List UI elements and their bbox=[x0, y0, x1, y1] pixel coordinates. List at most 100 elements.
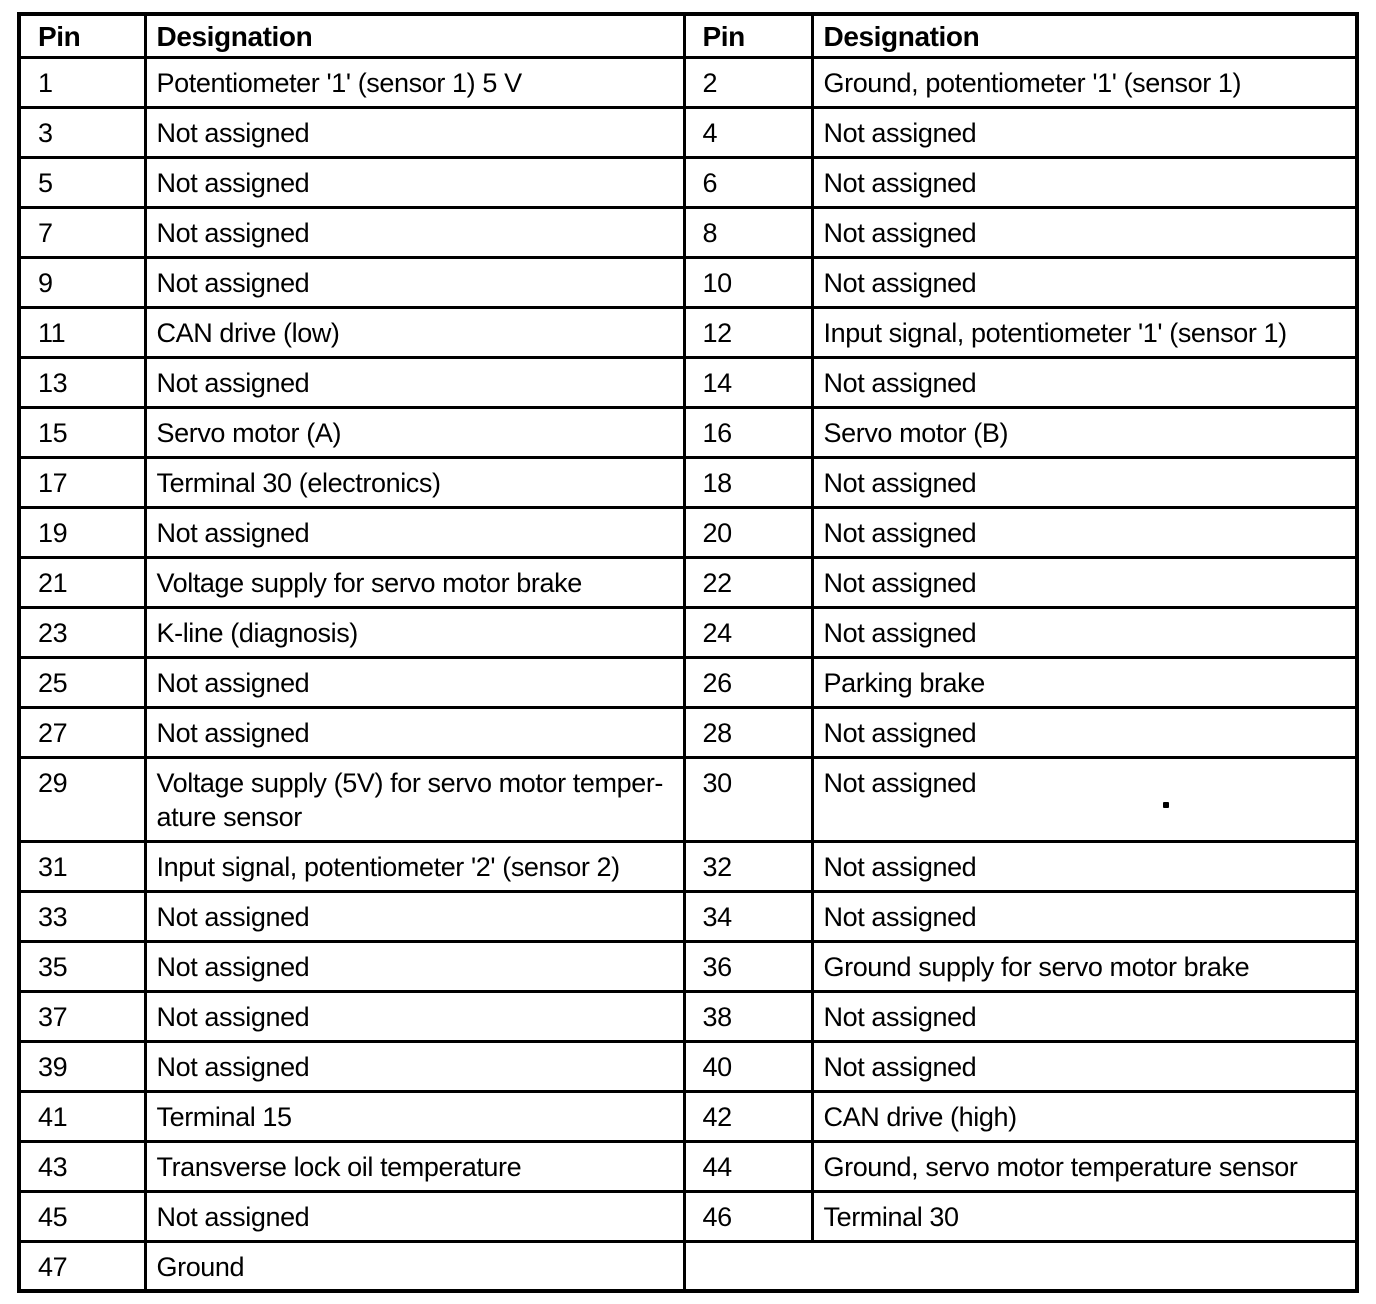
designation-cell-right: Not assigned bbox=[810, 989, 1359, 1043]
designation-cell-right: Not assigned bbox=[810, 889, 1359, 943]
table-row: 5 Not assigned 6 Not assigned bbox=[17, 155, 1359, 209]
designation-cell-left: K-line (diagnosis) bbox=[143, 605, 686, 659]
pin-cell-left: 27 bbox=[17, 705, 147, 759]
table-row: 33 Not assigned 34 Not assigned bbox=[17, 889, 1359, 943]
pin-cell-right: 30 bbox=[682, 755, 814, 843]
table-row: 7 Not assigned 8 Not assigned bbox=[17, 205, 1359, 259]
designation-cell-right: Not assigned bbox=[810, 505, 1359, 559]
table-row: 43 Transverse lock oil temperature 44 Groun… bbox=[17, 1139, 1359, 1193]
pin-cell-left: 37 bbox=[17, 989, 147, 1043]
designation-cell-left: Servo motor (A) bbox=[143, 405, 686, 459]
pin-designation-table: Pin Designation Pin Designation 1 Potenti… bbox=[17, 12, 1359, 1293]
designation-cell-right: Not assigned bbox=[810, 755, 1359, 843]
designation-cell-left: Not assigned bbox=[143, 105, 686, 159]
header-pin-right: Pin bbox=[682, 12, 814, 59]
designation-cell-right: Not assigned bbox=[810, 155, 1359, 209]
pin-cell-right: 36 bbox=[682, 939, 814, 993]
table-row: 3 Not assigned 4 Not assigned bbox=[17, 105, 1359, 159]
table-row: 45 Not assigned 46 Terminal 30 bbox=[17, 1189, 1359, 1243]
designation-cell-right: Not assigned bbox=[810, 839, 1359, 893]
pin-cell-left: 39 bbox=[17, 1039, 147, 1093]
designation-cell-left: Not assigned bbox=[143, 505, 686, 559]
designation-cell-left: Not assigned bbox=[143, 989, 686, 1043]
pin-cell-left: 45 bbox=[17, 1189, 147, 1243]
designation-cell-left: Ground bbox=[143, 1239, 686, 1293]
designation-cell-left: Input signal, potentiometer '2' (sensor … bbox=[143, 839, 686, 893]
table-header: Pin Designation Pin Designation bbox=[17, 12, 1359, 59]
designation-cell-left: Not assigned bbox=[143, 939, 686, 993]
table-row: 35 Not assigned 36 Ground supply for servo … bbox=[17, 939, 1359, 993]
pin-cell-right: 14 bbox=[682, 355, 814, 409]
pin-cell-left: 11 bbox=[17, 305, 147, 359]
pin-cell-right: 18 bbox=[682, 455, 814, 509]
pin-cell-left: 43 bbox=[17, 1139, 147, 1193]
designation-cell-left: Not assigned bbox=[143, 205, 686, 259]
pin-cell-left: 41 bbox=[17, 1089, 147, 1143]
pin-cell-right: 8 bbox=[682, 205, 814, 259]
table-row: 19 Not assigned 20 Not assigned bbox=[17, 505, 1359, 559]
pin-cell-right: 38 bbox=[682, 989, 814, 1043]
designation-cell-left: Not assigned bbox=[143, 655, 686, 709]
header-designation-left: Designation bbox=[143, 12, 686, 59]
header-designation-right: Designation bbox=[810, 12, 1359, 59]
pin-cell-left: 19 bbox=[17, 505, 147, 559]
table-row: 1 Potentiometer '1' (sensor 1) 5 V 2 Ground… bbox=[17, 55, 1359, 109]
table-row: 47 Ground bbox=[17, 1239, 1359, 1293]
pin-cell-left: 47 bbox=[17, 1239, 147, 1293]
pin-cell-left: 23 bbox=[17, 605, 147, 659]
pin-cell-left: 9 bbox=[17, 255, 147, 309]
pin-cell-left: 7 bbox=[17, 205, 147, 259]
pin-cell-left: 15 bbox=[17, 405, 147, 459]
pin-cell-left: 3 bbox=[17, 105, 147, 159]
pin-cell-left: 31 bbox=[17, 839, 147, 893]
stray-dot-artifact bbox=[1163, 802, 1169, 808]
table-body: 1 Potentiometer '1' (sensor 1) 5 V 2 Ground… bbox=[17, 55, 1359, 1293]
designation-cell-right: Ground, potentiometer '1' (sensor 1) bbox=[810, 55, 1359, 109]
pin-cell-right: 24 bbox=[682, 605, 814, 659]
designation-cell-right: Not assigned bbox=[810, 605, 1359, 659]
empty-merged-cell bbox=[682, 1239, 1359, 1293]
pin-cell-right: 16 bbox=[682, 405, 814, 459]
table-row: 15 Servo motor (A) 16 Servo motor (B) bbox=[17, 405, 1359, 459]
designation-cell-right: Not assigned bbox=[810, 355, 1359, 409]
designation-cell-right: Not assigned bbox=[810, 105, 1359, 159]
pin-cell-right: 20 bbox=[682, 505, 814, 559]
pin-cell-right: 34 bbox=[682, 889, 814, 943]
pin-cell-right: 4 bbox=[682, 105, 814, 159]
pin-cell-left: 33 bbox=[17, 889, 147, 943]
pin-cell-right: 32 bbox=[682, 839, 814, 893]
pin-cell-left: 17 bbox=[17, 455, 147, 509]
table-row: 17 Terminal 30 (electronics) 18 Not assigne… bbox=[17, 455, 1359, 509]
designation-cell-left: Potentiometer '1' (sensor 1) 5 V bbox=[143, 55, 686, 109]
table-row: 23 K-line (diagnosis) 24 Not assigned bbox=[17, 605, 1359, 659]
designation-cell-right: Not assigned bbox=[810, 1039, 1359, 1093]
designation-cell-left: Not assigned bbox=[143, 255, 686, 309]
pin-cell-right: 2 bbox=[682, 55, 814, 109]
table-row: 37 Not assigned 38 Not assigned bbox=[17, 989, 1359, 1043]
table-row: 9 Not assigned 10 Not assigned bbox=[17, 255, 1359, 309]
pin-cell-left: 21 bbox=[17, 555, 147, 609]
table-row: 41 Terminal 15 42 CAN drive (high) bbox=[17, 1089, 1359, 1143]
designation-cell-right: Not assigned bbox=[810, 255, 1359, 309]
pin-cell-right: 28 bbox=[682, 705, 814, 759]
pin-cell-right: 22 bbox=[682, 555, 814, 609]
pin-cell-left: 13 bbox=[17, 355, 147, 409]
pin-cell-left: 29 bbox=[17, 755, 147, 843]
pin-cell-left: 1 bbox=[17, 55, 147, 109]
designation-cell-left: Terminal 15 bbox=[143, 1089, 686, 1143]
table-row: 13 Not assigned 14 Not assigned bbox=[17, 355, 1359, 409]
designation-cell-right: Not assigned bbox=[810, 205, 1359, 259]
designation-cell-right: Not assigned bbox=[810, 705, 1359, 759]
table-row: 27 Not assigned 28 Not assigned bbox=[17, 705, 1359, 759]
designation-cell-right: Parking brake bbox=[810, 655, 1359, 709]
pin-cell-right: 46 bbox=[682, 1189, 814, 1243]
designation-cell-left: Not assigned bbox=[143, 1189, 686, 1243]
designation-cell-right: Terminal 30 bbox=[810, 1189, 1359, 1243]
designation-cell-left: Terminal 30 (electronics) bbox=[143, 455, 686, 509]
pin-cell-right: 42 bbox=[682, 1089, 814, 1143]
designation-cell-right: Servo motor (B) bbox=[810, 405, 1359, 459]
designation-cell-left: Transverse lock oil temperature bbox=[143, 1139, 686, 1193]
table-row: 39 Not assigned 40 Not assigned bbox=[17, 1039, 1359, 1093]
pin-cell-right: 26 bbox=[682, 655, 814, 709]
designation-cell-left: Not assigned bbox=[143, 355, 686, 409]
